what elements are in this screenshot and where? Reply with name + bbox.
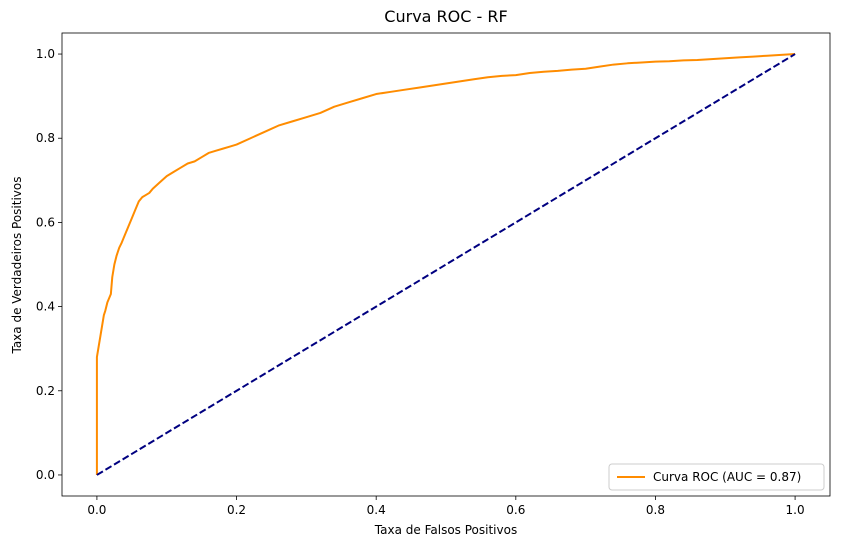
legend-box	[608, 463, 825, 491]
axes-frame	[61, 32, 831, 497]
x-tick-label: 0.4	[367, 503, 386, 517]
x-axis-label: Taxa de Falsos Positivos	[374, 523, 517, 537]
y-axis-ticks: 0.0 0.2 0.4 0.6 0.8 1.0	[36, 47, 62, 482]
x-axis-ticks: 0.0 0.2 0.4 0.6 0.8 1.0	[87, 496, 805, 517]
y-tick-label: 0.6	[36, 215, 55, 229]
x-tick-label: 1.0	[786, 503, 805, 517]
legend: Curva ROC (AUC = 0.87)	[608, 463, 825, 491]
legend-label: Curva ROC (AUC = 0.87)	[653, 470, 801, 484]
y-tick-label: 0.0	[36, 468, 55, 482]
random-baseline-line	[96, 53, 796, 476]
x-tick-label: 0.6	[506, 503, 525, 517]
y-tick-label: 1.0	[36, 47, 55, 61]
plot-area	[61, 32, 831, 497]
chart-title: Curva ROC - RF	[384, 7, 507, 26]
y-tick-label: 0.4	[36, 300, 55, 314]
x-tick-label: 0.2	[227, 503, 246, 517]
y-axis-label: Taxa de Verdadeiros Positivos	[10, 176, 24, 354]
x-tick-label: 0.0	[87, 503, 106, 517]
roc-curve-line	[95, 53, 796, 475]
y-tick-label: 0.2	[36, 384, 55, 398]
x-tick-label: 0.8	[646, 503, 665, 517]
y-tick-label: 0.8	[36, 131, 55, 145]
